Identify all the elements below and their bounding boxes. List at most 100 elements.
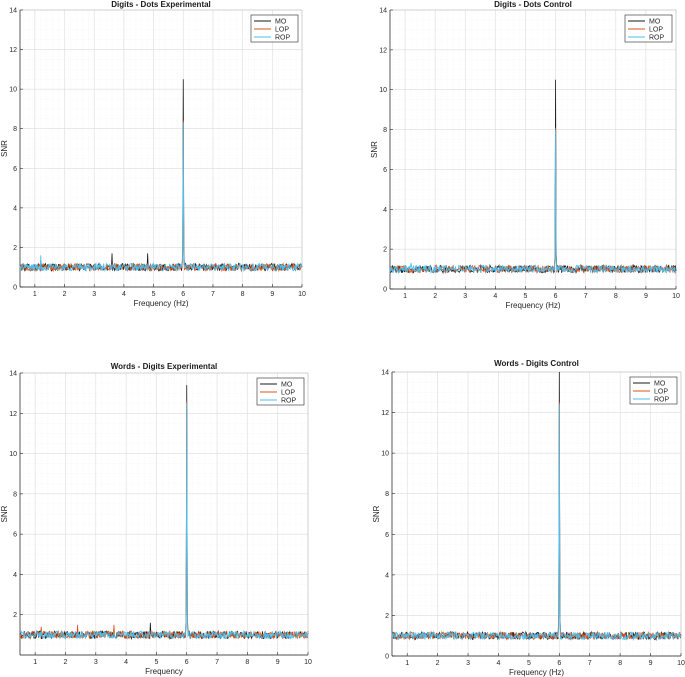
legend-label-mo: MO <box>649 19 661 26</box>
legend-label-rop: ROP <box>281 398 297 405</box>
x-tick-label: 7 <box>588 660 592 667</box>
y-tick-label: 4 <box>383 207 387 214</box>
x-tick-label: 2 <box>63 291 67 298</box>
x-tick-label: 4 <box>493 293 497 300</box>
x-tick-label: 9 <box>644 293 648 300</box>
legend-label-mo: MO <box>654 381 666 388</box>
x-tick-label: 2 <box>433 293 437 300</box>
x-tick-label: 3 <box>92 291 96 298</box>
series-line-rop <box>389 129 677 275</box>
x-tick-label: 1 <box>403 293 407 300</box>
y-tick-label: 2 <box>13 612 17 619</box>
x-tick-label: 3 <box>463 293 467 300</box>
y-tick-label: 6 <box>385 532 389 539</box>
y-tick-label: 4 <box>13 205 17 212</box>
x-tick-label: 5 <box>152 291 156 298</box>
y-tick-label: 12 <box>9 47 17 54</box>
x-tick-label: 2 <box>436 660 440 667</box>
series-line-rop <box>391 404 682 642</box>
y-tick-label: 2 <box>383 247 387 254</box>
chart-title: Words - Digits Control <box>494 359 579 368</box>
legend-label-rop: ROP <box>275 35 291 42</box>
y-tick-label: 14 <box>379 8 387 15</box>
x-tick-label: 2 <box>64 659 68 666</box>
x-tick-label: 4 <box>124 659 128 666</box>
x-axis-label: Frequency (Hz) <box>133 299 188 308</box>
y-tick-label: 8 <box>13 491 17 498</box>
x-tick-label: 6 <box>557 660 561 667</box>
x-tick-label: 10 <box>298 291 306 298</box>
x-tick-label: 6 <box>181 291 185 298</box>
y-tick-label: 14 <box>9 371 17 378</box>
y-axis-label: SNR <box>370 141 379 158</box>
y-tick-label: 8 <box>13 126 17 133</box>
x-tick-label: 4 <box>122 291 126 298</box>
legend-label-rop: ROP <box>654 397 670 404</box>
y-tick-label: 8 <box>383 127 387 134</box>
x-tick-label: 9 <box>649 660 653 667</box>
x-tick-label: 4 <box>497 660 501 667</box>
y-tick-label: 10 <box>9 87 17 94</box>
x-tick-label: 1 <box>405 660 409 667</box>
legend-label-lop: LOP <box>649 27 663 34</box>
x-tick-label: 10 <box>672 293 680 300</box>
y-tick-label: 10 <box>9 451 17 458</box>
y-tick-label: 6 <box>383 167 387 174</box>
y-axis-label: SNR <box>0 505 9 522</box>
series-line-rop <box>19 122 303 273</box>
x-tick-label: 3 <box>94 659 98 666</box>
y-tick-label: 6 <box>13 166 17 173</box>
y-axis-label: SNR <box>372 505 381 522</box>
y-tick-label: 4 <box>385 572 389 579</box>
y-tick-label: 14 <box>9 8 17 15</box>
x-tick-label: 5 <box>527 660 531 667</box>
y-tick-label: 2 <box>13 245 17 252</box>
x-tick-label: 5 <box>154 659 158 666</box>
x-tick-label: 7 <box>211 291 215 298</box>
y-tick-label: 6 <box>13 532 17 539</box>
y-tick-label: 0 <box>385 654 389 661</box>
x-axis-label: Frequency (Hz) <box>505 301 560 310</box>
x-tick-label: 6 <box>185 659 189 666</box>
y-tick-label: 4 <box>13 572 17 579</box>
y-tick-label: 2 <box>385 613 389 620</box>
grid <box>20 372 309 656</box>
x-tick-label: 8 <box>245 659 249 666</box>
y-tick-label: 12 <box>9 411 17 418</box>
legend-label-lop: LOP <box>654 389 668 396</box>
y-axis-label: SNR <box>0 140 9 157</box>
series-line-rop <box>19 403 309 641</box>
legend-label-lop: LOP <box>275 27 289 34</box>
x-tick-label: 6 <box>554 293 558 300</box>
x-tick-label: 1 <box>33 291 37 298</box>
x-axis-label: Frequency (Hz) <box>509 668 564 677</box>
x-tick-label: 7 <box>584 293 588 300</box>
y-tick-label: 14 <box>381 370 389 377</box>
x-tick-label: 5 <box>524 293 528 300</box>
x-tick-label: 10 <box>677 660 685 667</box>
x-tick-label: 3 <box>466 660 470 667</box>
x-tick-label: 8 <box>241 291 245 298</box>
x-tick-label: 8 <box>614 293 618 300</box>
x-tick-label: 9 <box>270 291 274 298</box>
legend-label-lop: LOP <box>281 390 295 397</box>
y-tick-label: 12 <box>381 410 389 417</box>
chart-title: Words - Digits Experimental <box>111 362 218 371</box>
y-tick-label: 10 <box>381 451 389 458</box>
y-tick-label: 8 <box>385 491 389 498</box>
legend-label-mo: MO <box>275 19 287 26</box>
x-tick-label: 1 <box>33 659 37 666</box>
x-tick-label: 9 <box>276 659 280 666</box>
chart-title: Digits - Dots Experimental <box>111 0 211 9</box>
y-tick-label: 12 <box>379 47 387 54</box>
legend-label-rop: ROP <box>649 35 665 42</box>
x-tick-label: 7 <box>215 659 219 666</box>
chart-title: Digits - Dots Control <box>494 0 572 9</box>
y-tick-label: 0 <box>13 285 17 292</box>
